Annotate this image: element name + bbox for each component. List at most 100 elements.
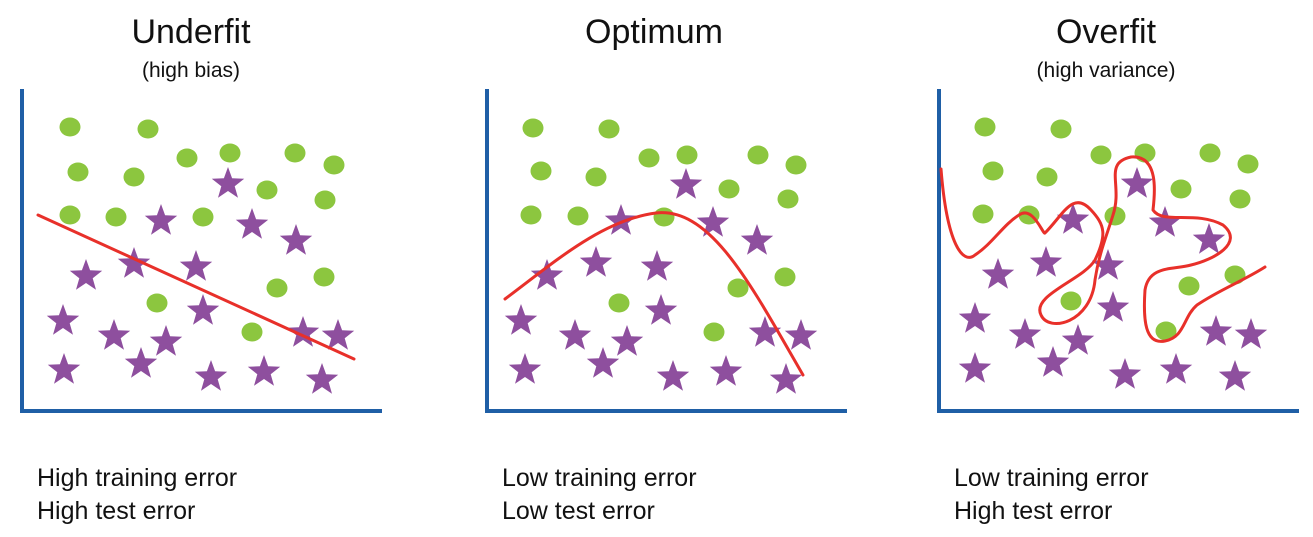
circle-marker-icon — [219, 143, 241, 163]
circle-marker-icon — [1229, 189, 1251, 209]
star-marker-icon — [586, 347, 620, 378]
caption-test-error: Low test error — [502, 497, 655, 525]
fit-curve — [36, 213, 356, 361]
circle-marker-icon — [1237, 154, 1259, 174]
optimum-plot — [485, 89, 847, 413]
circle-marker-icon — [1199, 143, 1221, 163]
star-marker-icon — [1199, 315, 1233, 346]
circle-marker-icon — [1060, 291, 1082, 311]
panel-underfit: Underfit (high bias) High training error… — [0, 0, 420, 537]
star-marker-icon — [247, 355, 281, 386]
circle-marker-icon — [718, 179, 740, 199]
circle-marker-icon — [256, 180, 278, 200]
star-marker-icon — [1218, 360, 1252, 391]
circle-marker-icon — [522, 118, 544, 138]
circle-marker-icon — [1090, 145, 1112, 165]
circle-marker-icon — [530, 161, 552, 181]
star-marker-icon — [279, 224, 313, 255]
star-marker-icon — [321, 319, 355, 350]
circle-marker-icon — [146, 293, 168, 313]
circle-marker-icon — [59, 205, 81, 225]
circle-marker-icon — [266, 278, 288, 298]
circle-marker-icon — [314, 190, 336, 210]
star-marker-icon — [1234, 318, 1268, 349]
star-marker-icon — [656, 360, 690, 391]
star-marker-icon — [644, 294, 678, 325]
star-marker-icon — [958, 352, 992, 383]
circle-marker-icon — [192, 207, 214, 227]
panel-title: Underfit — [131, 13, 251, 51]
star-marker-icon — [117, 247, 151, 278]
fit-curve — [503, 211, 805, 377]
star-marker-icon — [286, 316, 320, 347]
circle-marker-icon — [774, 267, 796, 287]
star-marker-icon — [579, 246, 613, 277]
circle-marker-icon — [727, 278, 749, 298]
star-marker-icon — [211, 167, 245, 198]
caption-training-error: High training error — [37, 464, 238, 492]
circle-marker-icon — [638, 148, 660, 168]
panel-caption: Low training error High test error — [954, 462, 1149, 528]
star-marker-icon — [179, 250, 213, 281]
star-marker-icon — [610, 325, 644, 356]
circle-marker-icon — [520, 205, 542, 225]
star-marker-icon — [604, 204, 638, 235]
star-marker-icon — [194, 360, 228, 391]
panel-subtitle: (high variance) — [1036, 59, 1176, 82]
circle-marker-icon — [598, 119, 620, 139]
circle-marker-icon — [1170, 179, 1192, 199]
caption-training-error: Low training error — [502, 464, 697, 492]
circle-marker-icon — [972, 204, 994, 224]
overfit-plot — [937, 89, 1299, 413]
circle-marker-icon — [1036, 167, 1058, 187]
star-marker-icon — [124, 347, 158, 378]
fit-curve — [939, 155, 1267, 343]
star-marker-icon — [97, 319, 131, 350]
circle-marker-icon — [1178, 276, 1200, 296]
caption-test-error: High test error — [954, 497, 1113, 525]
star-marker-icon — [149, 325, 183, 356]
circle-marker-icon — [1224, 265, 1246, 285]
star-marker-icon — [558, 319, 592, 350]
circle-marker-icon — [105, 207, 127, 227]
star-marker-icon — [1029, 246, 1063, 277]
star-marker-icon — [1008, 318, 1042, 349]
circle-marker-icon — [67, 162, 89, 182]
circle-marker-icon — [777, 189, 799, 209]
star-marker-icon — [640, 250, 674, 281]
star-marker-icon — [1096, 291, 1130, 322]
star-marker-icon — [235, 208, 269, 239]
star-marker-icon — [1192, 223, 1226, 254]
star-marker-icon — [1108, 358, 1142, 389]
underfit-plot — [20, 89, 382, 413]
star-marker-icon — [709, 355, 743, 386]
star-marker-icon — [1091, 249, 1125, 280]
circle-marker-icon — [241, 322, 263, 342]
panel-overfit: Overfit (high variance) Low training err… — [917, 0, 1313, 537]
circle-marker-icon — [176, 148, 198, 168]
caption-training-error: Low training error — [954, 464, 1149, 492]
star-marker-icon — [1159, 353, 1193, 384]
circle-marker-icon — [1050, 119, 1072, 139]
circle-marker-icon — [123, 167, 145, 187]
circle-marker-icon — [585, 167, 607, 187]
star-marker-icon — [47, 353, 81, 384]
star-marker-icon — [1056, 203, 1090, 234]
circle-marker-icon — [313, 267, 335, 287]
star-marker-icon — [769, 363, 803, 394]
panel-title: Overfit — [1055, 13, 1157, 51]
circle-marker-icon — [785, 155, 807, 175]
star-marker-icon — [530, 259, 564, 290]
star-marker-icon — [784, 319, 818, 350]
star-marker-icon — [186, 294, 220, 325]
star-marker-icon — [1120, 167, 1154, 198]
star-marker-icon — [508, 353, 542, 384]
star-marker-icon — [504, 304, 538, 335]
panel-title: Optimum — [585, 13, 723, 51]
circle-marker-icon — [982, 161, 1004, 181]
star-marker-icon — [958, 302, 992, 333]
star-marker-icon — [669, 168, 703, 199]
star-marker-icon — [1061, 324, 1095, 355]
star-marker-icon — [69, 259, 103, 290]
star-marker-icon — [981, 258, 1015, 289]
